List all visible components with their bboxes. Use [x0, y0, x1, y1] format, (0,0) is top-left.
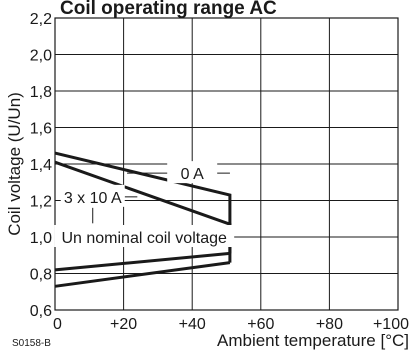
y-tick-label: 1,2 — [30, 194, 52, 211]
y-tick-label: 0,6 — [30, 303, 52, 320]
x-axis-title: Ambient temperature [°C] — [217, 331, 409, 350]
chart-title: Coil operating range AC — [60, 0, 277, 19]
annotation-label-nominal: Un nominal coil voltage — [61, 230, 227, 247]
y-tick-label: 0,8 — [30, 267, 52, 284]
x-tick-label: 0 — [53, 316, 62, 333]
y-axis-title: Coil voltage (U/Un) — [5, 92, 24, 236]
y-tick-label: 2,0 — [30, 48, 52, 65]
annotation-label-3x10a: 3 x 10 A — [64, 190, 122, 207]
figure-code-label: S0158-B — [12, 338, 51, 349]
annotation-label-0a: 0 A — [181, 166, 204, 183]
y-tick-label: 1,4 — [30, 157, 52, 174]
y-tick-label: 1,0 — [30, 230, 52, 247]
y-tick-label: 2,2 — [30, 11, 52, 28]
x-tick-label: +40 — [179, 316, 206, 333]
x-tick-label: +20 — [110, 316, 137, 333]
y-tick-label: 1,6 — [30, 121, 52, 138]
y-tick-label: 1,8 — [30, 84, 52, 101]
